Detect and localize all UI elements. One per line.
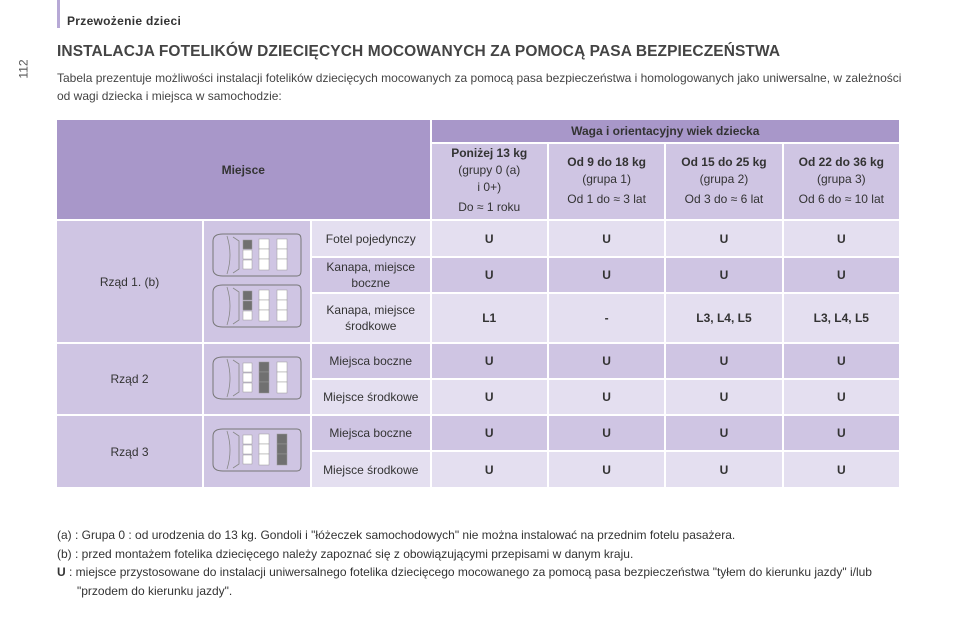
place-header: Miejsce xyxy=(57,120,430,219)
seat-position: Miejsce środkowe xyxy=(311,452,430,487)
row-label: Rząd 2 xyxy=(57,344,203,414)
car-seat-diagram-icon xyxy=(212,233,302,276)
row-label: Rząd 3 xyxy=(57,416,203,487)
group-header: Poniżej 13 kg (grupy 0 (a) i 0+) Do ≈ 1 rok… xyxy=(431,144,547,219)
section-marker xyxy=(57,0,60,28)
section-title: Przewożenie dzieci xyxy=(67,14,182,28)
suitability-cell: U xyxy=(783,221,899,256)
suitability-cell: L3, L4, L5 xyxy=(783,294,899,342)
group-header: Od 9 do 18 kg (grupa 1) Od 1 do ≈ 3 lat xyxy=(548,144,665,219)
suitability-cell: U xyxy=(666,344,782,378)
intro-text: Tabela prezentuje możliwości instalacji … xyxy=(57,71,902,103)
suitability-cell: U xyxy=(431,452,547,487)
seat-position: Miejsce środkowe xyxy=(311,380,430,414)
seat-position: Miejsca boczne xyxy=(311,344,430,378)
footnote-b: (b) : przed montażem fotelika dziecięceg… xyxy=(57,546,634,561)
suitability-cell: U xyxy=(548,344,665,378)
suitability-cell: U xyxy=(666,452,782,487)
table-row: Kanapa, miejsce boczne U U U U xyxy=(57,258,899,292)
car-seat-diagram-icon xyxy=(212,284,302,327)
suitability-cell: U xyxy=(783,380,899,414)
group-header: Od 15 do 25 kg (grupa 2) Od 3 do ≈ 6 lat xyxy=(666,144,782,219)
seat-position: Kanapa, miejsce środkowe xyxy=(311,294,430,342)
car-seat-diagram-icon xyxy=(212,356,302,399)
suitability-cell: U xyxy=(783,258,899,292)
suitability-cell: U xyxy=(783,452,899,487)
suitability-cell: U xyxy=(666,258,782,292)
car-seat-diagram-icon xyxy=(212,428,302,472)
page-title: INSTALACJA FOTELIKÓW DZIECIĘCYCH MOCOWAN… xyxy=(57,43,781,60)
footnote-a: (a) : Grupa 0 : od urodzenia do 13 kg. G… xyxy=(57,528,736,542)
row-label: Rząd 1. (b) xyxy=(57,221,203,342)
suitability-cell: U xyxy=(548,258,665,292)
table-row: Miejsce środkowe U U U U xyxy=(57,452,899,487)
weight-header: Waga i orientacyjny wiek dziecka xyxy=(431,120,899,142)
suitability-cell: - xyxy=(548,294,665,342)
suitability-cell: U xyxy=(666,416,782,450)
suitability-cell: U xyxy=(666,221,782,256)
page-number: 112 xyxy=(16,59,31,79)
suitability-cell: L3, L4, L5 xyxy=(666,294,782,342)
suitability-cell: U xyxy=(431,416,547,450)
suitability-cell: U xyxy=(548,416,665,450)
suitability-cell: U xyxy=(431,380,547,414)
suitability-cell: U xyxy=(431,221,547,256)
footnotes: (a) : Grupa 0 : od urodzenia do 13 kg. G… xyxy=(57,526,907,600)
suitability-cell: U xyxy=(548,221,665,256)
suitability-cell: U xyxy=(431,258,547,292)
group-header: Od 22 do 36 kg (grupa 3) Od 6 do ≈ 10 lat xyxy=(783,144,899,219)
suitability-cell: U xyxy=(783,344,899,378)
child-seat-table: Miejsce Waga i orientacyjny wiek dziecka P… xyxy=(55,118,901,489)
seat-position: Fotel pojedynczy xyxy=(311,221,430,256)
suitability-cell: U xyxy=(548,452,665,487)
suitability-cell: U xyxy=(783,416,899,450)
suitability-cell: L1 xyxy=(431,294,547,342)
seat-position: Kanapa, miejsce boczne xyxy=(311,258,430,292)
table-row: Rząd 2 Miejsca boczne U U U U xyxy=(57,344,899,414)
table-row: Rząd 1. (b) Fotel pojedynczy U U U U xyxy=(57,221,899,342)
suitability-cell: U xyxy=(666,380,782,414)
seat-position: Miejsca boczne xyxy=(311,416,430,450)
footnote-u: U : miejsce przystosowane do instalacji … xyxy=(57,565,872,598)
suitability-cell: U xyxy=(548,380,665,414)
table-row: Rząd 3 Miejsca boczne U U U U xyxy=(57,416,899,487)
table-row: Kanapa, miejsce środkowe L1- L3, L4, L5 L3,… xyxy=(57,294,899,342)
table-row: Miejsce środkowe U U U U xyxy=(57,380,899,414)
suitability-cell: U xyxy=(431,344,547,378)
